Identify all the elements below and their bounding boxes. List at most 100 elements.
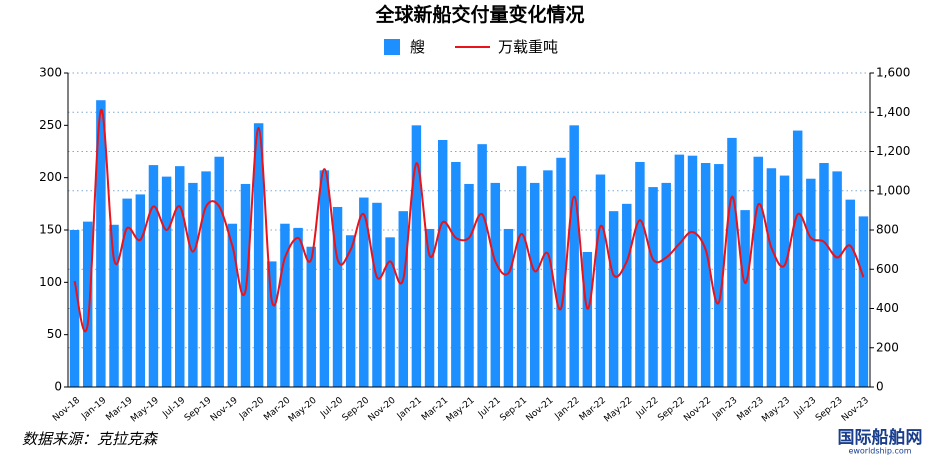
watermark: 国际船舶网 bbox=[838, 427, 923, 448]
legend-label: 万载重吨 bbox=[498, 38, 558, 56]
source: 数据来源：克拉克森 bbox=[22, 430, 159, 448]
bar bbox=[437, 139, 448, 387]
bar bbox=[516, 166, 527, 387]
y2-tick-label: 1,600 bbox=[876, 66, 910, 80]
watermark-sub: eworldship.com bbox=[848, 447, 911, 455]
bar bbox=[622, 203, 632, 387]
x-tick-label: Sep-20 bbox=[341, 395, 372, 423]
x-tick-label: May-22 bbox=[602, 396, 634, 425]
bar bbox=[69, 230, 80, 387]
x-tick-label: Nov-19 bbox=[209, 395, 240, 423]
bar bbox=[280, 223, 290, 387]
chart-title: 全球新船交付量变化情况 bbox=[374, 3, 584, 26]
bar bbox=[411, 125, 422, 387]
y-tick-label: 100 bbox=[39, 275, 62, 289]
bar bbox=[806, 178, 816, 387]
legend-swatch bbox=[384, 39, 400, 55]
x-tick-label: Nov-22 bbox=[682, 396, 713, 424]
bar bbox=[595, 174, 606, 387]
bar bbox=[582, 251, 593, 387]
y-tick-label: 200 bbox=[39, 170, 62, 184]
bar bbox=[109, 224, 119, 387]
bar bbox=[135, 194, 146, 387]
bar bbox=[700, 163, 711, 387]
bar bbox=[188, 182, 198, 387]
bar bbox=[464, 183, 474, 387]
y2-tick-label: 0 bbox=[876, 380, 884, 394]
bar bbox=[819, 163, 829, 387]
y2-tick-label: 1,200 bbox=[876, 144, 910, 158]
y2-tick-label: 1,000 bbox=[876, 183, 910, 197]
bar bbox=[306, 246, 316, 387]
bar bbox=[332, 206, 343, 387]
bar bbox=[96, 100, 106, 388]
bar bbox=[175, 166, 185, 387]
x-tick-label: Nov-20 bbox=[367, 395, 398, 423]
y2-tick-label: 1,400 bbox=[876, 105, 910, 119]
bar bbox=[477, 144, 487, 387]
x-tick-label: May-20 bbox=[287, 395, 319, 424]
bar bbox=[792, 130, 803, 388]
bar bbox=[372, 202, 382, 387]
x-tick-label: Nov-21 bbox=[524, 396, 555, 424]
x-tick-label: May-19 bbox=[129, 395, 161, 424]
bar bbox=[490, 182, 501, 387]
bar bbox=[148, 165, 159, 387]
bar bbox=[293, 227, 303, 387]
bar bbox=[832, 171, 842, 387]
bar bbox=[161, 176, 172, 387]
bar bbox=[635, 161, 645, 387]
bar bbox=[214, 156, 224, 387]
bar bbox=[858, 216, 869, 387]
line bbox=[73, 109, 865, 333]
x-tick-label: Nov-23 bbox=[840, 396, 871, 424]
bar bbox=[845, 199, 856, 387]
x-tick-label: Nov-18 bbox=[51, 395, 82, 423]
bar bbox=[608, 211, 619, 387]
bar bbox=[227, 223, 238, 387]
y2-tick-label: 800 bbox=[876, 223, 899, 237]
x-tick-label: Sep-19 bbox=[183, 395, 214, 423]
x-tick-label: Jan-22 bbox=[553, 396, 582, 423]
bar bbox=[319, 170, 330, 387]
y-tick-label: 0 bbox=[54, 380, 62, 394]
y-tick-label: 150 bbox=[39, 223, 62, 237]
bar bbox=[201, 171, 211, 387]
x-tick-label: Sep-21 bbox=[498, 396, 529, 424]
y-tick-label: 300 bbox=[39, 66, 62, 80]
bar bbox=[267, 261, 277, 387]
bar bbox=[503, 228, 514, 387]
bar bbox=[727, 137, 737, 387]
bar bbox=[543, 170, 553, 387]
bar bbox=[753, 156, 763, 387]
legend-label: 艘 bbox=[410, 38, 425, 56]
bar bbox=[779, 175, 790, 387]
bar bbox=[674, 154, 685, 387]
bar bbox=[398, 211, 408, 387]
bar bbox=[569, 125, 579, 387]
bar bbox=[82, 221, 93, 387]
bar bbox=[648, 187, 658, 387]
bar bbox=[661, 182, 671, 387]
bar bbox=[687, 155, 698, 387]
x-tick-label: May-21 bbox=[445, 396, 477, 425]
bar bbox=[556, 157, 566, 387]
bar bbox=[714, 164, 724, 387]
x-tick-label: Sep-23 bbox=[814, 396, 845, 424]
bar bbox=[253, 123, 264, 388]
x-tick-label: Jan-20 bbox=[237, 395, 266, 422]
x-tick-label: Jan-23 bbox=[710, 396, 739, 423]
bar bbox=[385, 237, 395, 387]
x-tick-label: May-23 bbox=[760, 396, 792, 425]
bar bbox=[359, 197, 369, 387]
y-tick-label: 250 bbox=[39, 118, 62, 132]
bar bbox=[451, 161, 461, 387]
bar bbox=[530, 182, 540, 387]
y2-tick-label: 600 bbox=[876, 262, 899, 276]
bar bbox=[740, 210, 750, 387]
x-tick-label: Jan-19 bbox=[79, 395, 108, 422]
bar bbox=[766, 168, 777, 387]
bar bbox=[345, 235, 356, 387]
